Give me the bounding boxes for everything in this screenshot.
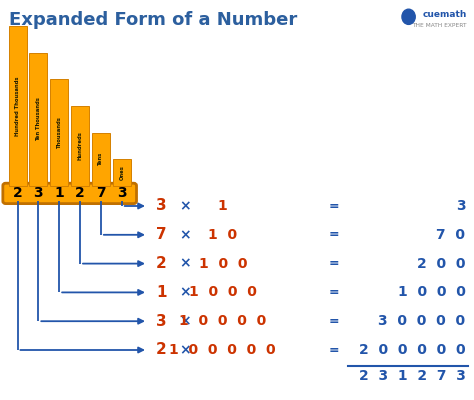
Text: 1  0  0  0  0: 1 0 0 0 0 <box>179 314 266 328</box>
Text: =: = <box>329 200 339 212</box>
Bar <box>71 106 89 186</box>
Text: 7  0: 7 0 <box>437 228 465 242</box>
Text: 3: 3 <box>34 186 43 200</box>
Text: 1  0  0  0: 1 0 0 0 <box>398 286 465 299</box>
Text: ×: × <box>179 199 191 213</box>
Text: 1  0  0  0: 1 0 0 0 <box>189 286 257 299</box>
Text: 3: 3 <box>456 199 465 213</box>
Bar <box>50 79 68 186</box>
Text: ×: × <box>179 257 191 271</box>
Bar <box>113 159 131 186</box>
Text: Expanded Form of a Number: Expanded Form of a Number <box>9 11 297 29</box>
Text: 1: 1 <box>218 199 228 213</box>
Text: THE MATH EXPERT: THE MATH EXPERT <box>412 23 467 28</box>
Text: ×: × <box>179 286 191 299</box>
Text: Hundred Thousands: Hundred Thousands <box>15 76 20 136</box>
Text: 1  0  0: 1 0 0 <box>199 257 247 271</box>
Text: Thousands: Thousands <box>57 117 62 148</box>
Text: Ones: Ones <box>119 165 124 180</box>
Text: =: = <box>329 315 339 328</box>
Text: 7: 7 <box>156 227 166 242</box>
FancyBboxPatch shape <box>3 183 137 204</box>
Text: 2: 2 <box>156 256 166 271</box>
Text: Ten Thousands: Ten Thousands <box>36 98 41 141</box>
Text: =: = <box>329 257 339 270</box>
Bar <box>9 26 27 186</box>
Text: ×: × <box>179 343 191 357</box>
Text: 3: 3 <box>156 198 166 214</box>
Text: 1: 1 <box>55 186 64 200</box>
Text: =: = <box>329 286 339 299</box>
Text: 3: 3 <box>156 314 166 329</box>
Text: ×: × <box>179 314 191 328</box>
Text: 2  0  0: 2 0 0 <box>417 257 465 271</box>
Text: 2  0  0  0  0  0: 2 0 0 0 0 0 <box>359 343 465 357</box>
Ellipse shape <box>402 9 415 24</box>
Text: 1  0  0  0  0  0: 1 0 0 0 0 0 <box>170 343 276 357</box>
Text: Hundreds: Hundreds <box>78 132 82 160</box>
Text: 7: 7 <box>96 186 106 200</box>
Text: cuemath: cuemath <box>422 10 467 19</box>
Bar <box>92 133 110 186</box>
Text: =: = <box>329 344 339 356</box>
Text: =: = <box>329 228 339 241</box>
Text: 2: 2 <box>156 342 166 358</box>
Text: 1  0: 1 0 <box>208 228 237 242</box>
Text: Tens: Tens <box>99 153 103 166</box>
Text: 1: 1 <box>156 285 166 300</box>
Text: 2  3  1  2  7  3: 2 3 1 2 7 3 <box>359 369 465 382</box>
Text: 2: 2 <box>13 186 22 200</box>
Text: 3: 3 <box>117 186 127 200</box>
Text: 3  0  0  0  0: 3 0 0 0 0 <box>378 314 465 328</box>
Text: ×: × <box>179 228 191 242</box>
Bar <box>29 53 47 186</box>
Text: 2: 2 <box>75 186 85 200</box>
